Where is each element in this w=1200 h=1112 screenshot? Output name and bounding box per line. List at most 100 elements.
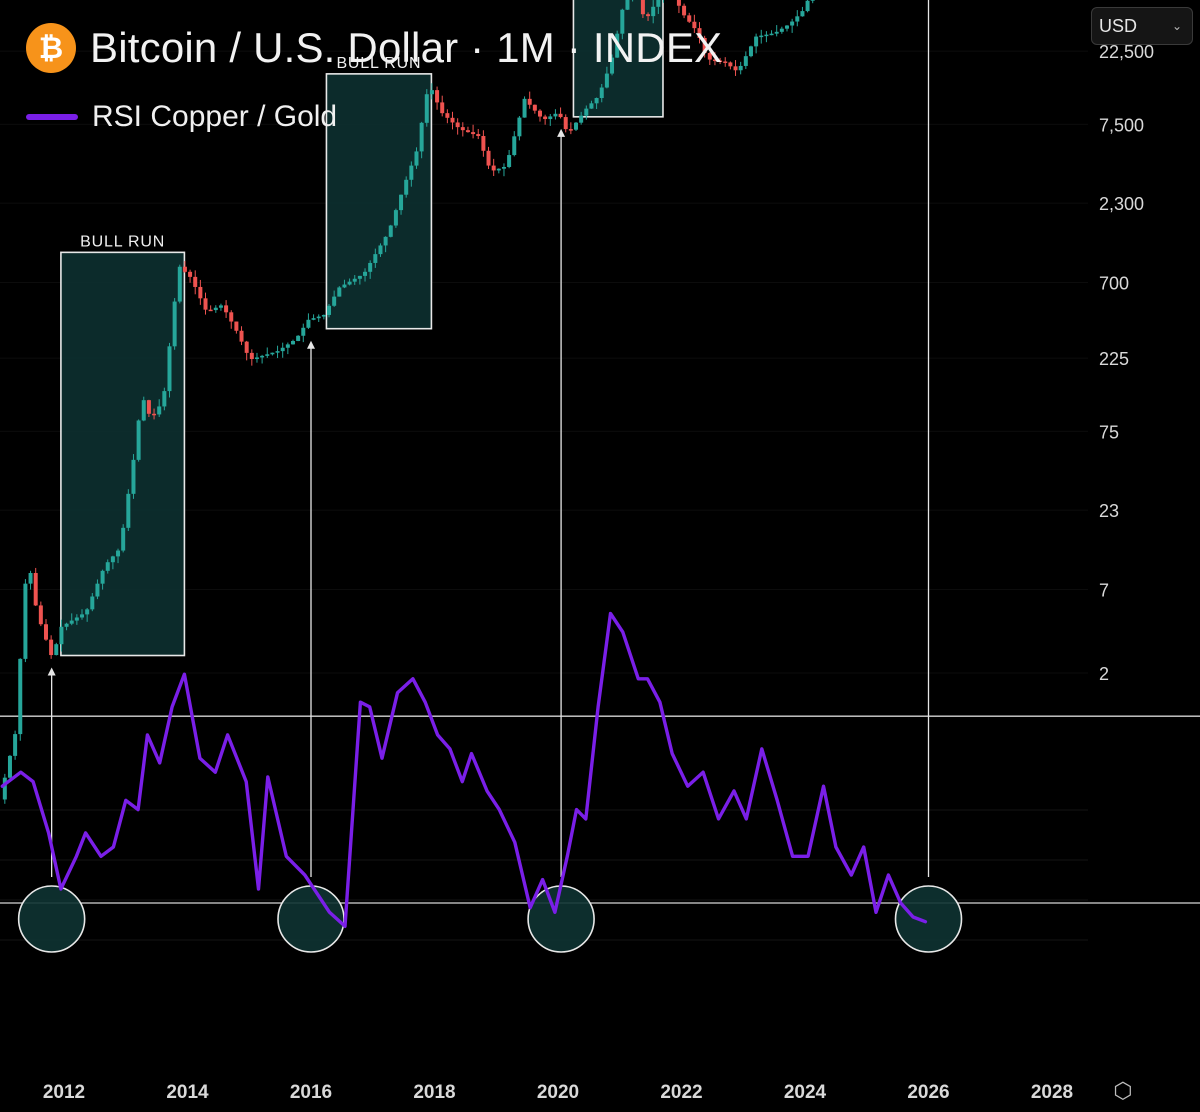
candle-body [126,493,131,528]
candle-body [532,104,537,111]
candle-body [239,330,244,342]
candle-body [18,658,23,735]
price-tick-label: 2,300 [1099,194,1144,214]
candle-body [527,98,532,105]
rsi-low-circle [17,885,86,953]
candle-body [74,617,79,621]
settings-gear-icon[interactable]: ⬡ [1113,1078,1133,1104]
candle-body [157,406,162,415]
candle-body [373,254,378,263]
candle-body [435,90,440,103]
candle-body [646,14,651,17]
time-tick-label: 2014 [166,1082,209,1103]
candle-body [95,583,100,597]
candle-body [656,0,661,7]
candle-body [64,623,69,627]
chart-header: ₿ Bitcoin / U.S. Dollar · 1M · INDEX [26,20,722,76]
candle-body [218,305,223,308]
currency-dropdown[interactable]: USD ⌄ [1091,7,1193,45]
candle-body [687,15,692,22]
candle-body [738,65,743,71]
cycle-arrow-head [47,667,56,676]
candle-body [486,150,491,166]
candle-body [579,115,584,123]
candle-body [682,5,687,16]
rsi-series [0,611,928,928]
candle-body [424,94,429,123]
candle-body [80,614,85,618]
candle-body [404,179,409,195]
candle-body [594,98,599,104]
candle-body [584,108,589,116]
time-tick-label: 2020 [537,1082,579,1103]
candle-body [748,46,753,57]
candle-body [512,136,517,156]
bitcoin-logo-icon: ₿ [26,23,76,73]
candle-body [419,122,424,152]
candle-body [280,347,285,352]
candle-body [620,9,625,34]
candle-body [784,25,789,29]
candle-body [414,151,419,166]
candle-body [332,296,337,306]
candle-body [712,59,717,62]
price-tick-label: 23 [1099,501,1119,521]
candle-body [723,61,728,63]
candle-body [90,596,95,610]
time-tick-label: 2012 [43,1082,85,1103]
candle-body [357,275,362,279]
cycle-arrow-head [307,340,315,349]
candle-body [23,583,28,659]
price-tick-label: 75 [1099,422,1119,442]
candle-body [69,620,74,624]
legend[interactable]: RSI Copper / Gold [26,100,337,134]
time-tick-label: 2024 [784,1082,827,1103]
candle-body [265,354,270,356]
candle-body [471,132,476,135]
candle-body [38,605,43,625]
candle-body [188,271,193,277]
time-axis: 2012 2014 2016 2018 2020 2022 2024 2026 2028 [43,1082,1073,1103]
candle-body [563,117,568,130]
candle-body [399,194,404,211]
legend-label-rsi: RSI Copper / Gold [92,100,338,133]
candlestick-series [2,0,815,804]
candle-body [121,527,126,551]
bull-run-box [60,251,186,657]
candle-body [167,346,172,392]
candle-body [429,90,434,95]
candle-body [213,307,218,311]
candle-body [290,340,295,345]
candle-body [553,113,558,117]
candle-body [676,0,681,6]
candle-body [229,312,234,322]
candle-body [465,130,470,133]
time-tick-label: 2018 [413,1082,455,1103]
candle-body [28,573,33,584]
candle-body [368,262,373,272]
candle-body [224,305,229,313]
candle-body [517,117,522,137]
candle-body [177,266,182,302]
candle-body [501,166,506,169]
candle-body [260,355,265,358]
candle-body [707,52,712,60]
candle-body [116,550,121,557]
rsi-low-circle [527,885,595,953]
candle-body [779,28,784,32]
candle-body [172,301,177,347]
candle-body [574,122,579,130]
candle-body [615,33,620,58]
candle-body [383,236,388,246]
candle-body [33,573,38,606]
candle-body [203,298,208,310]
candle-body [743,56,748,66]
candle-body [764,34,769,37]
candle-body [208,309,213,312]
candle-body [388,225,393,237]
candle-body [733,66,738,71]
time-tick-label: 2028 [1031,1082,1073,1103]
candle-body [651,6,656,17]
